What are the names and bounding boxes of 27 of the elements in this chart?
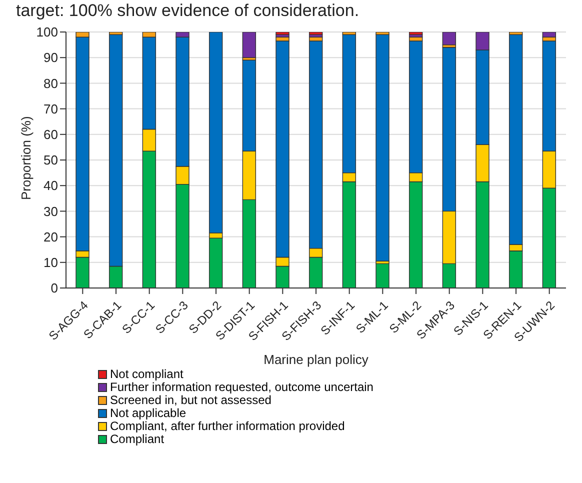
y-axis-title: Proportion (%) xyxy=(18,116,34,200)
legend-label: Screened in, but not assessed xyxy=(110,393,272,407)
legend-label: Further information requested, outcome uncertain xyxy=(110,380,374,394)
legend-label: Compliant, after further information provided xyxy=(110,419,345,433)
bar xyxy=(242,32,256,58)
y-tick-label: 20 xyxy=(44,229,58,244)
legend-label: Not compliant xyxy=(110,367,184,381)
bar xyxy=(542,32,556,38)
y-tick-label: 30 xyxy=(44,204,58,219)
y-tick-label: 80 xyxy=(44,76,58,91)
y-tick-label: 50 xyxy=(44,152,58,168)
y-tick-label: 0 xyxy=(50,280,58,296)
bar xyxy=(308,32,323,35)
bar xyxy=(376,34,390,262)
y-tick-label: 10 xyxy=(44,255,58,270)
y-tick-label: 90 xyxy=(44,50,58,66)
y-tick-label: 60 xyxy=(44,127,58,142)
legend-label: Compliant xyxy=(110,432,164,446)
x-axis-title: Marine plan policy xyxy=(264,352,369,367)
y-tick-label: 100 xyxy=(36,24,58,40)
chart-title: target: 100% show evidence of consideration. xyxy=(15,1,360,20)
bar xyxy=(276,32,290,35)
bar xyxy=(442,32,456,46)
y-tick-label: 70 xyxy=(44,101,58,116)
bar xyxy=(408,32,423,35)
legend-label: Not applicable xyxy=(110,406,186,420)
y-tick-label: 40 xyxy=(44,178,58,194)
